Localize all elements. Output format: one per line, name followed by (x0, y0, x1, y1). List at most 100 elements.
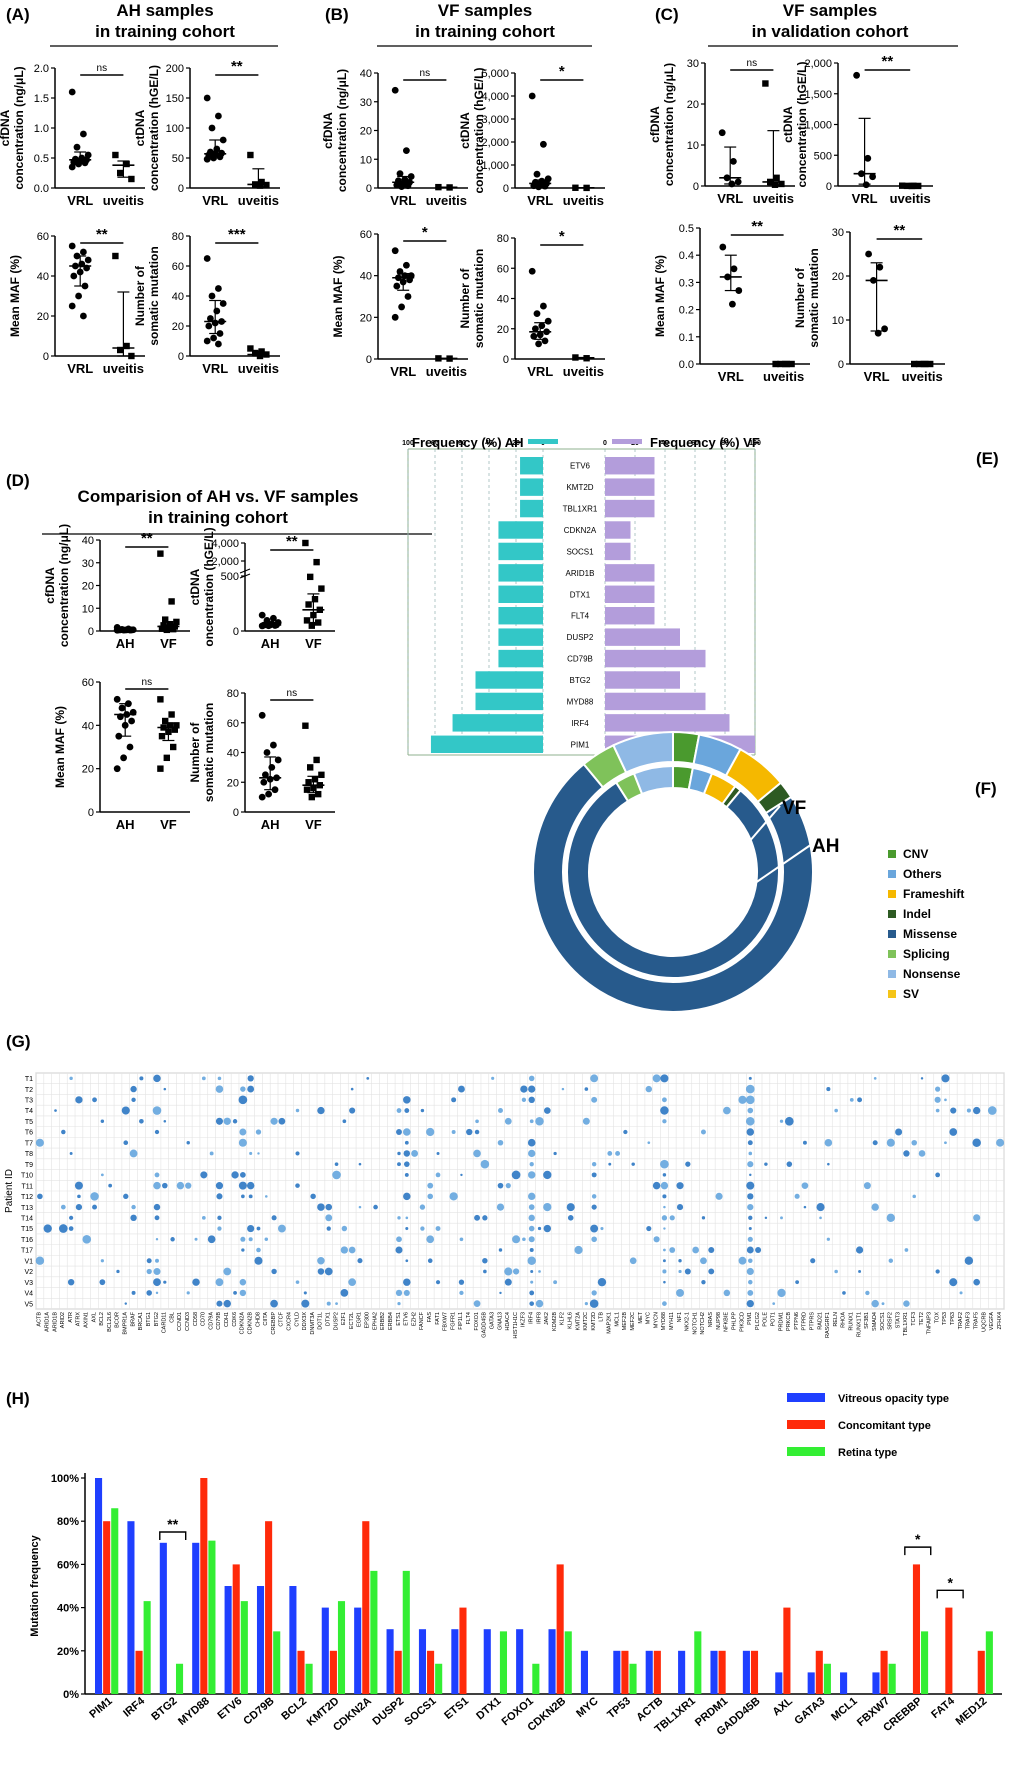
bar-ah (520, 499, 543, 518)
dot-plot-c4: 0 10 20 30 Number of somatic mutation VRL uveit… (793, 222, 945, 384)
mutation-bubble (201, 1215, 206, 1220)
x-category-label: VRL (390, 193, 416, 208)
mutation-bubble (692, 1246, 699, 1254)
data-point (270, 741, 277, 749)
dot-plot-d2: 0 500 2,000 4,000 ctDNA oncentration (hGE/L) A… (188, 527, 335, 651)
column-label: ERBB2 (380, 1312, 386, 1330)
data-point (258, 622, 266, 630)
legend-ah-label: Frequency (%) AH (412, 435, 523, 450)
row-label: T15 (21, 1226, 33, 1233)
mutation-bubble (257, 1152, 260, 1155)
mutation-bubble (747, 1203, 754, 1211)
data-point (166, 722, 174, 729)
x-category-label: VRL (67, 193, 93, 208)
data-point (583, 184, 590, 192)
y-tick-label: 60 (172, 261, 184, 273)
mutation-bubble (396, 1129, 402, 1135)
mutation-bubble (348, 1246, 356, 1254)
mutation-bubble (723, 1106, 731, 1115)
mutation-bubble (543, 1224, 552, 1233)
mutation-bubble (350, 1087, 354, 1091)
data-point (68, 163, 76, 171)
mutation-bubble (591, 1204, 597, 1210)
mutation-bubble (935, 1086, 941, 1092)
bar-concomitant-type (945, 1607, 953, 1694)
data-point (308, 622, 315, 629)
data-point (407, 173, 415, 180)
significance-label: ** (286, 533, 298, 550)
column-label: AXIN1 (84, 1312, 90, 1328)
mutation-bubble (201, 1076, 206, 1081)
mutation-bubble (747, 1193, 754, 1200)
mutation-bubble (646, 1225, 652, 1232)
column-label: FAS (427, 1312, 433, 1323)
y-axis-title: concentration (hGE/L) (472, 67, 486, 193)
y-axis-title: somatic mutation (147, 246, 161, 345)
donut-slice-vf (612, 730, 674, 774)
data-point (160, 622, 167, 629)
row-label: T6 (25, 1130, 33, 1137)
mutation-bubble (950, 1107, 957, 1114)
data-point (876, 263, 884, 271)
y-axis-title: somatic mutation (202, 703, 216, 802)
legend-swatch (888, 950, 896, 958)
bar-retina-type (823, 1663, 831, 1694)
data-point (123, 342, 130, 350)
y-tick-label: 1.5 (34, 93, 49, 105)
mutation-bubble (700, 1257, 707, 1265)
y-tick-label: 1,500 (804, 89, 832, 101)
mutation-bubble (528, 1075, 535, 1082)
legend-swatch (787, 1420, 825, 1429)
data-point (173, 618, 180, 626)
data-point (120, 754, 127, 762)
mutation-bubble (827, 1162, 830, 1166)
bar-vitreous-opacity-type (321, 1607, 329, 1694)
y-tick-label: 30 (832, 227, 844, 239)
column-label: EPHA2 (372, 1312, 378, 1330)
mutation-bubble (663, 1248, 666, 1252)
mutation-bubble (295, 1280, 300, 1284)
mutation-bubble (249, 1151, 253, 1155)
bar-concomitant-type (329, 1650, 337, 1694)
x-tick-label: 100 (749, 440, 761, 447)
mutation-bubble (185, 1182, 192, 1189)
significance-label: * (559, 228, 565, 245)
x-category-label: uveitis (426, 364, 467, 379)
mutation-bubble (317, 1256, 325, 1265)
mutation-bubble (459, 1290, 464, 1296)
bar-concomitant-type (427, 1650, 435, 1694)
mutation-bubble (512, 1235, 521, 1244)
data-point (113, 695, 121, 703)
y-axis-title: somatic mutation (472, 249, 486, 348)
data-point (396, 170, 404, 178)
mutation-bubble (217, 1076, 222, 1081)
bar-ah (498, 542, 543, 561)
mutation-bubble (591, 1172, 597, 1178)
data-point (772, 360, 779, 368)
mutation-bubble (75, 1096, 83, 1104)
y-tick-label: 2,000 (481, 137, 509, 149)
mutation-bubble (216, 1193, 223, 1200)
data-point (303, 786, 311, 793)
data-point (129, 708, 137, 716)
mutation-bubble (747, 1107, 754, 1114)
mutation-bubble (669, 1247, 676, 1253)
panel-c-title-line1: VF samples (783, 1, 878, 20)
bar-concomitant-type (750, 1650, 759, 1694)
bar-vitreous-opacity-type (840, 1672, 848, 1694)
column-label: CXCR4 (286, 1312, 292, 1331)
mutation-bubble (207, 1235, 216, 1244)
row-label: T9 (25, 1162, 33, 1169)
bar-ah (498, 521, 543, 539)
bar-ah (520, 457, 543, 475)
y-tick-label: 100% (51, 1473, 79, 1485)
ring-label-vf: VF (782, 798, 806, 819)
mutation-bubble (748, 1279, 753, 1285)
data-point (262, 771, 269, 779)
data-point (117, 346, 124, 354)
mutation-bubble (403, 1161, 410, 1167)
legend-swatch (888, 870, 896, 878)
mutation-bubble (340, 1289, 349, 1297)
mutation-bubble (747, 1289, 754, 1296)
mutation-bubble (223, 1299, 231, 1308)
